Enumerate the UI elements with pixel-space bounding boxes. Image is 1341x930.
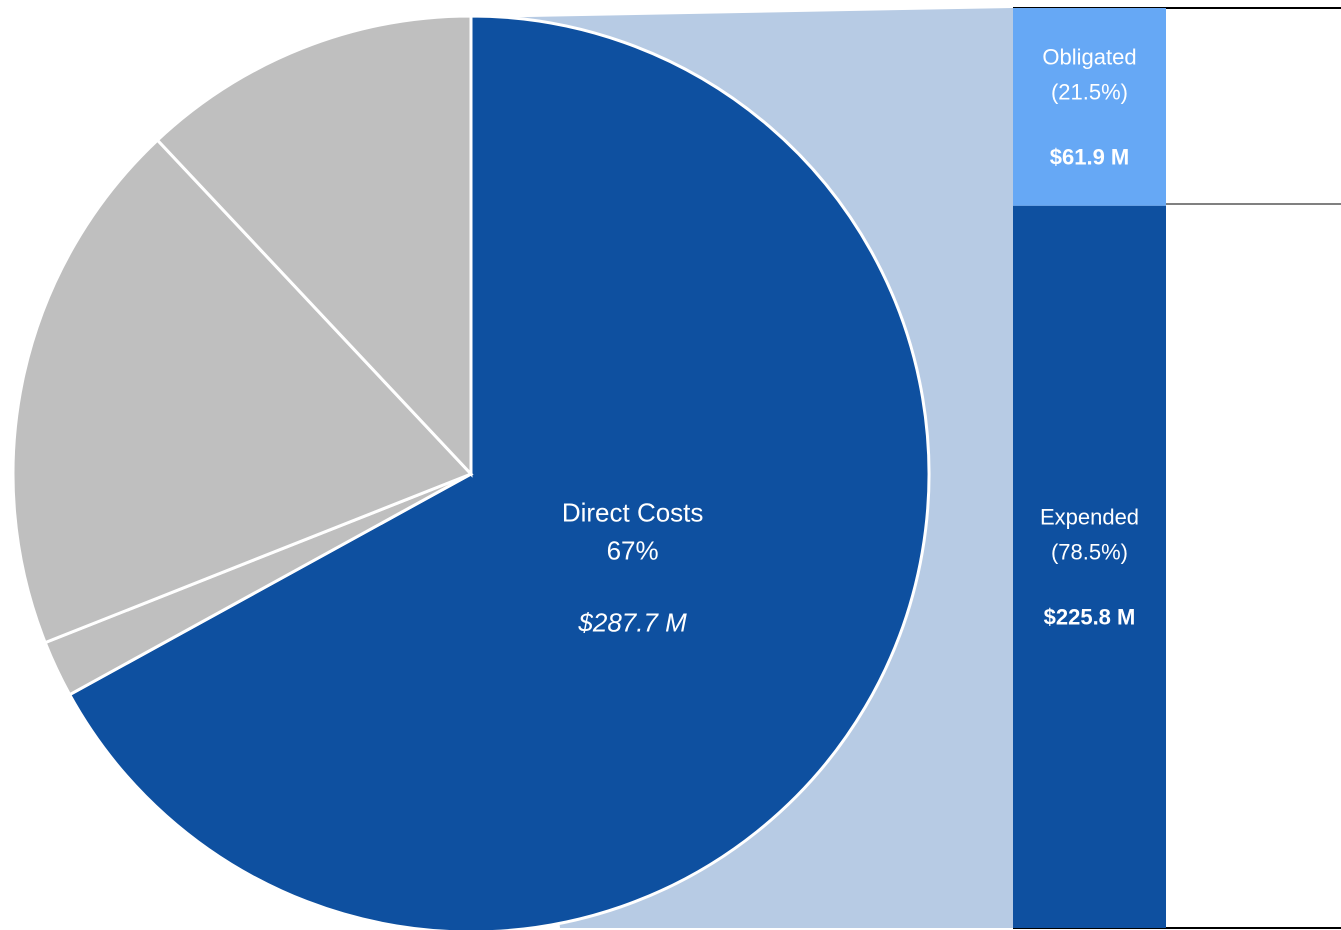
segment-name: Expended [1040, 505, 1139, 530]
slice-percent: 67% [607, 535, 659, 565]
slice-amount: $287.7 M [577, 607, 687, 637]
segment-name: Obligated [1042, 45, 1136, 70]
bar-segment [1013, 8, 1166, 206]
segment-amount: $225.8 M [1044, 605, 1136, 630]
pie-slice [155, 14, 473, 478]
segment-amount: $61.9 M [1050, 145, 1130, 170]
pie-slice [11, 138, 474, 645]
bar-segment [1013, 205, 1166, 929]
slice-label: Direct Costs [562, 497, 704, 527]
pie-slice [67, 14, 931, 930]
segment-percent: (78.5%) [1051, 540, 1128, 565]
segment-percent: (21.5%) [1051, 80, 1128, 105]
